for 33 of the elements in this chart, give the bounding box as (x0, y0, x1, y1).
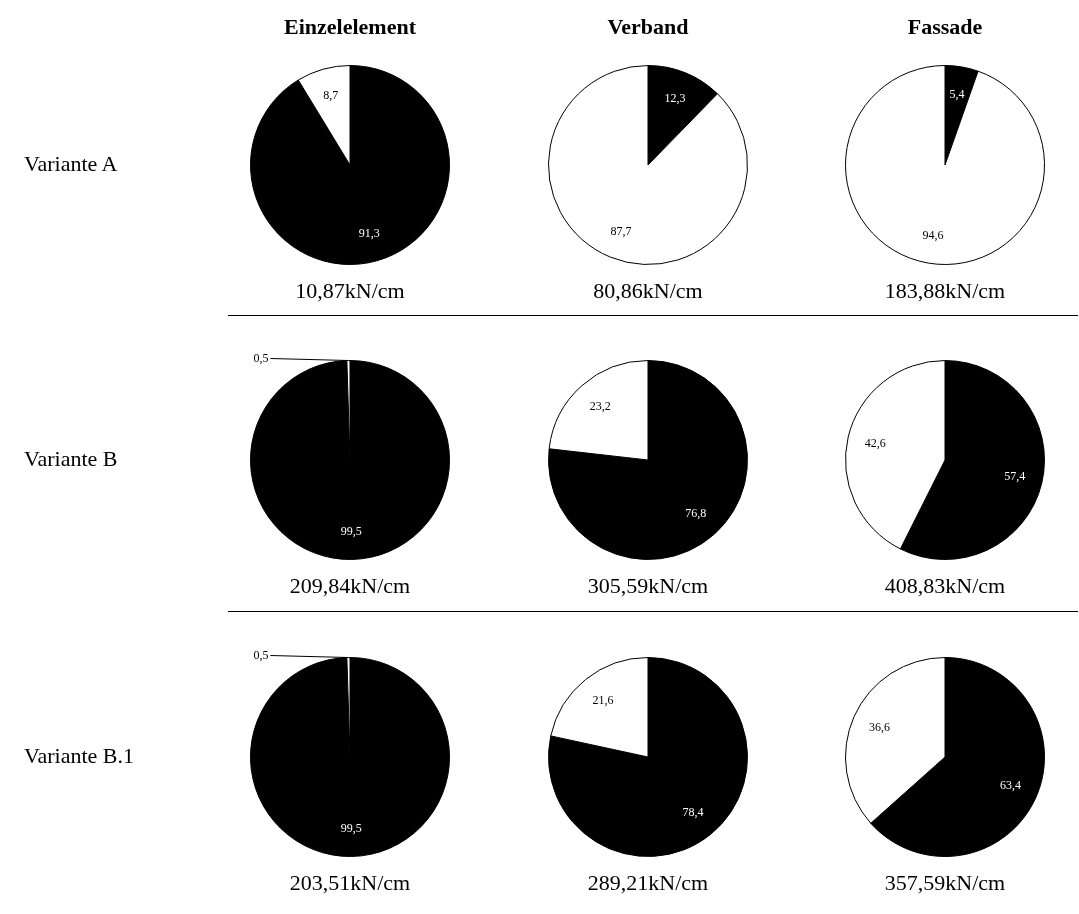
text: 357,59kN/cm (883, 870, 1007, 896)
data-label: 12,3 (664, 90, 686, 105)
data-label: 99,5 (340, 523, 362, 538)
data-label: 76,8 (685, 505, 707, 520)
data-label: 99,5 (340, 820, 362, 835)
chart-title: Fassade (906, 14, 984, 40)
chart-title: Einzelelement (283, 14, 417, 40)
data-label: 0,5 (253, 647, 269, 662)
text: 305,59kN/cm (586, 573, 710, 599)
data-label: 78,4 (682, 804, 704, 819)
data-label: 23,2 (589, 398, 611, 413)
data-label: 87,7 (610, 223, 632, 238)
data-label: 42,6 (864, 435, 886, 450)
data-label: 8,7 (323, 88, 339, 103)
data-label: 57,4 (1004, 468, 1026, 483)
text: Variante B (24, 446, 119, 472)
chart-title: Verband (606, 14, 690, 40)
text: 209,84kN/cm (288, 573, 412, 599)
text: 408,83kN/cm (883, 573, 1007, 599)
text: 203,51kN/cm (288, 870, 412, 896)
text: 80,86kN/cm (592, 278, 704, 304)
data-label: 94,6 (922, 227, 944, 242)
data-label: 91,3 (358, 226, 380, 241)
data-label: 63,4 (999, 778, 1021, 793)
data-label: 0,5 (253, 350, 269, 365)
data-label: 36,6 (869, 719, 891, 734)
data-label: 5,4 (949, 86, 965, 101)
text: Variante B.1 (24, 743, 135, 769)
data-label: 21,6 (592, 693, 614, 708)
text: 183,88kN/cm (883, 278, 1007, 304)
text: 10,87kN/cm (294, 278, 406, 304)
text: 289,21kN/cm (586, 870, 710, 896)
text: Variante A (24, 151, 119, 177)
